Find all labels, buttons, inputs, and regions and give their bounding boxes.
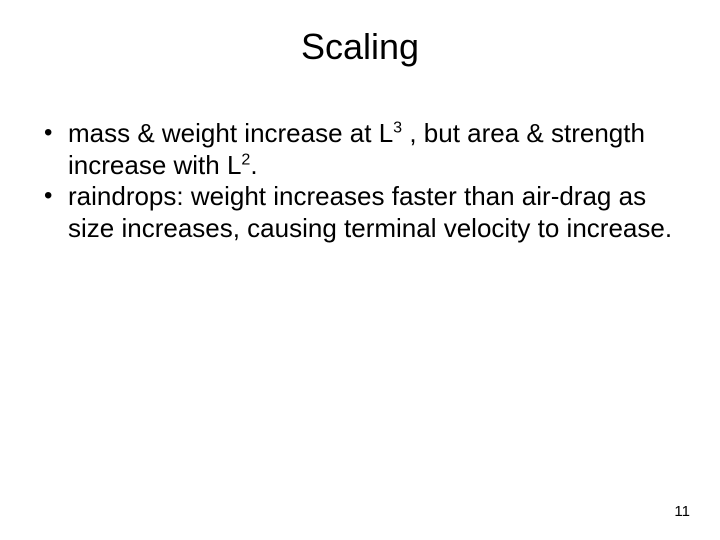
bullet-text-segment: .	[250, 150, 257, 180]
superscript: 3	[393, 118, 402, 136]
bullet-item: mass & weight increase at L3 , but area …	[40, 118, 680, 181]
slide-title: Scaling	[0, 26, 720, 68]
bullet-text-segment: mass & weight increase at L	[68, 118, 393, 148]
bullet-text: raindrops: weight increases faster than …	[68, 181, 672, 243]
bullet-list: mass & weight increase at L3 , but area …	[40, 118, 680, 245]
slide-body: mass & weight increase at L3 , but area …	[40, 118, 680, 245]
page-number: 11	[674, 503, 690, 520]
bullet-item: raindrops: weight increases faster than …	[40, 181, 680, 244]
slide: Scaling mass & weight increase at L3 , b…	[0, 0, 720, 540]
